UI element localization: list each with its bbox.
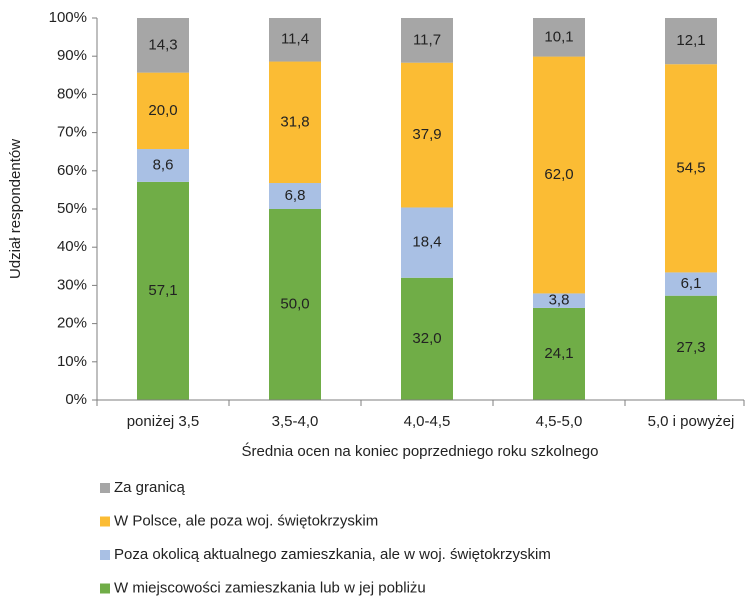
value-label: 50,0 [280, 295, 309, 312]
value-label: 32,0 [412, 330, 441, 347]
legend-swatch [100, 583, 110, 594]
y-tick-label: 0% [65, 391, 87, 408]
value-label: 20,0 [148, 102, 177, 119]
bar-segment [401, 18, 453, 63]
value-label: 3,8 [549, 292, 570, 309]
bar-segment [269, 61, 321, 184]
legend-swatch [100, 516, 110, 527]
legend-label: Za granicą [114, 479, 186, 496]
value-label: 37,9 [412, 126, 441, 143]
y-tick-label: 90% [57, 47, 87, 64]
value-label: 54,5 [676, 159, 705, 176]
x-tick-label: 3,5-4,0 [272, 413, 319, 430]
bar-segment [533, 18, 585, 57]
value-label: 10,1 [544, 28, 573, 45]
value-label: 31,8 [280, 113, 309, 130]
bar-segment [665, 295, 717, 400]
y-tick-label: 60% [57, 162, 87, 179]
y-tick-label: 100% [49, 9, 87, 26]
bar-segment [137, 181, 189, 400]
bar-segment [665, 18, 717, 65]
x-tick-label: 4,0-4,5 [404, 413, 451, 430]
value-label: 27,3 [676, 339, 705, 356]
x-axis-title: Średnia ocen na koniec poprzedniego roku… [242, 442, 599, 460]
bar-segment [665, 64, 717, 273]
bar-segment [533, 293, 585, 308]
bar-segment [269, 209, 321, 400]
y-axis-title: Udział respondentów [7, 139, 24, 279]
legend-label: W miejscowości zamieszkania lub w jej po… [114, 579, 426, 596]
y-tick-label: 20% [57, 315, 87, 332]
value-label: 8,6 [153, 156, 174, 173]
value-label: 18,4 [412, 234, 441, 251]
value-label: 12,1 [676, 32, 705, 49]
bar-segment [401, 62, 453, 208]
value-label: 6,8 [285, 187, 306, 204]
y-tick-label: 80% [57, 85, 87, 102]
bar-segment [401, 207, 453, 278]
bar-segment [533, 307, 585, 400]
legend-swatch [100, 550, 110, 560]
bar-segment [665, 272, 717, 296]
value-label: 24,1 [544, 345, 573, 362]
x-tick-label: poniżej 3,5 [127, 413, 200, 430]
value-label: 6,1 [681, 275, 702, 292]
x-tick-label: 4,5-5,0 [536, 413, 583, 430]
legend-label: Poza okolicą aktualnego zamieszkania, al… [114, 546, 551, 563]
bar-segment [533, 56, 585, 294]
legend-label: W Polsce, ale poza woj. świętokrzyskim [114, 512, 378, 529]
y-tick-label: 40% [57, 238, 87, 255]
y-tick-label: 10% [57, 353, 87, 370]
legend-swatch [100, 483, 110, 493]
value-label: 14,3 [148, 36, 177, 53]
value-label: 11,4 [281, 31, 309, 48]
value-label: 11,7 [413, 31, 441, 48]
y-tick-label: 30% [57, 276, 87, 293]
bar-segment [137, 18, 189, 73]
bar-segment [137, 72, 189, 150]
bar-segment [137, 149, 189, 182]
y-tick-label: 50% [57, 200, 87, 217]
bar-segment [401, 277, 453, 400]
value-label: 57,1 [148, 282, 177, 299]
bar-segment [269, 183, 321, 209]
value-label: 62,0 [544, 166, 573, 183]
x-tick-label: 5,0 i powyżej [648, 413, 735, 430]
bar-segment [269, 18, 321, 62]
y-tick-label: 70% [57, 124, 87, 141]
